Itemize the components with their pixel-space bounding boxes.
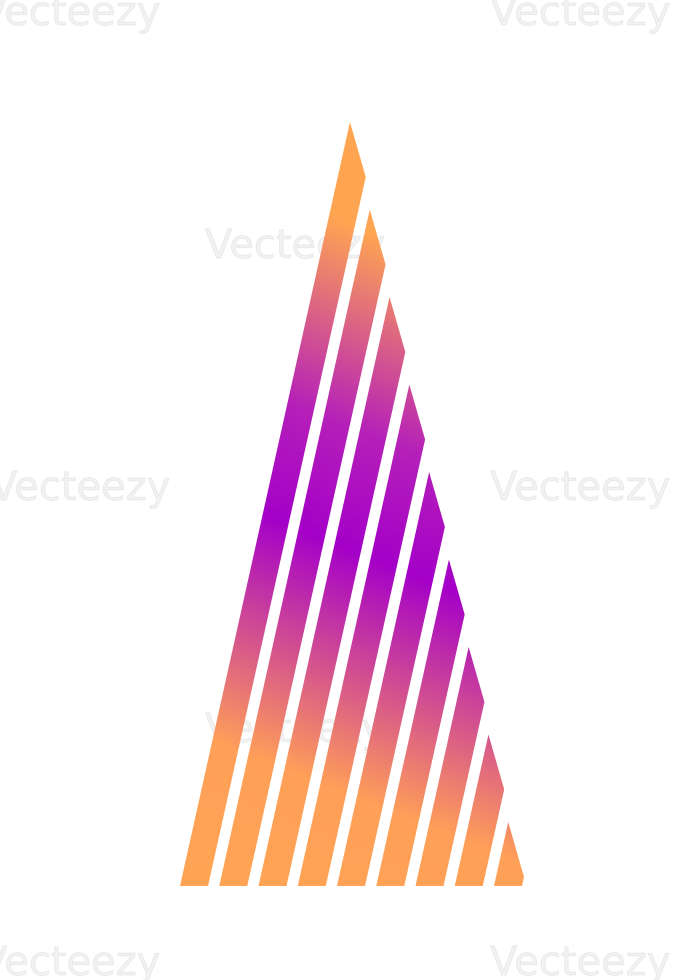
watermarks: Vecteezy Vecteezy Vecteezy Vecteezy Vect… [0,0,671,980]
watermark: Vecteezy [205,222,385,268]
stripe [494,822,525,886]
stripe [376,559,465,886]
stripe [219,209,386,886]
watermark: Vecteezy [0,464,170,510]
stripe [454,734,505,886]
stripe [297,384,426,886]
stripe [415,647,485,886]
watermark: Vecteezy [0,0,160,35]
stripe [337,472,445,886]
stripe [258,297,406,886]
stripe [180,122,366,886]
watermark: Vecteezy [0,939,160,980]
watermark: Vecteezy [490,0,670,35]
watermark: Vecteezy [490,939,670,980]
watermark: Vecteezy [490,464,670,510]
striped-triangle [180,122,525,886]
